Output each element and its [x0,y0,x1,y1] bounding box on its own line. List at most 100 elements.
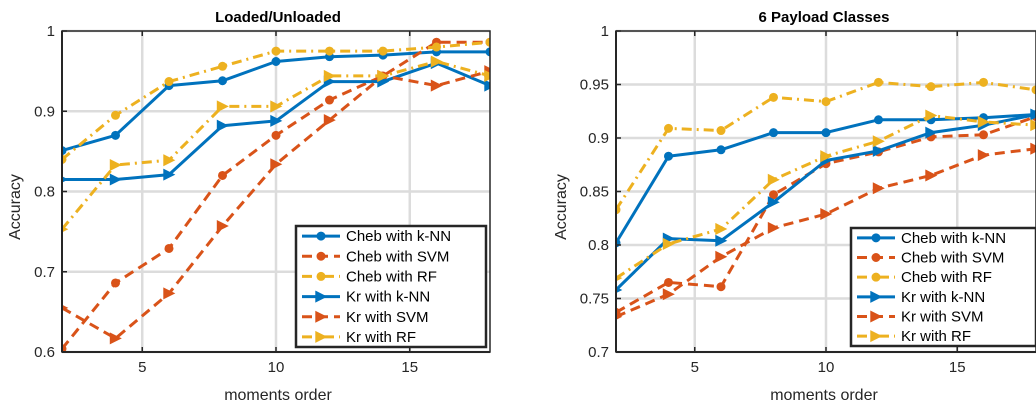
data-point-cheb-with-rf [874,77,883,87]
chart-panel-loaded-unloaded: Loaded/Unloaded moments order Accuracy 5… [7,9,491,404]
data-point-cheb-with-rf [821,97,831,107]
data-point-cheb-with-rf [271,46,281,56]
legend-label: Cheb with RF [901,269,992,286]
legend-marker [316,271,326,281]
data-point-cheb-with-k-nn [485,47,490,57]
legend-marker [871,233,881,243]
data-point-kr-with-rf [820,150,833,163]
y-tick-label: 0.9 [34,103,55,120]
data-point-cheb-with-k-nn [874,115,883,125]
legend-label: Kr with SVM [346,309,429,326]
data-point-kr-with-rf [872,135,885,148]
series-group [616,77,1036,320]
data-point-cheb-with-rf [769,92,778,102]
y-tick-label: 1 [601,23,609,40]
data-point-cheb-with-svm [325,95,334,105]
data-point-kr-with-rf [925,109,938,122]
series-line-kr-with-svm [62,69,490,340]
data-point-cheb-with-svm [716,282,726,292]
data-point-cheb-with-rf [432,42,441,52]
legend-marker [315,290,328,303]
data-point-kr-with-k-nn [216,119,229,132]
data-point-kr-with-svm [872,182,885,195]
data-point-kr-with-rf [109,159,122,172]
data-point-kr-with-svm [270,158,283,171]
data-point-cheb-with-rf [325,46,334,56]
data-point-cheb-with-rf [664,123,673,133]
data-point-kr-with-rf [715,222,728,235]
y-tick-label: 0.75 [580,291,609,308]
legend-label: Kr with RF [901,328,971,345]
data-point-kr-with-svm [925,169,938,182]
data-point-kr-with-rf [1030,119,1036,132]
data-point-kr-with-svm [767,221,780,234]
data-point-kr-with-k-nn [616,286,623,294]
data-point-kr-with-svm [977,149,990,162]
data-point-kr-with-rf [323,69,336,82]
chart-title: Loaded/Unloaded [215,9,341,26]
legend-marker [870,290,883,303]
y-tick-label: 0.7 [34,264,55,281]
data-point-kr-with-svm [323,114,336,127]
data-point-cheb-with-rf [218,61,227,71]
legend-marker [870,330,883,343]
data-point-kr-with-rf [62,226,69,233]
data-point-kr-with-rf [377,69,390,82]
legend-marker [871,253,881,262]
data-point-cheb-with-svm [769,190,778,200]
y-tick-label: 0.85 [580,184,609,201]
data-point-kr-with-rf [977,115,990,128]
data-point-kr-with-svm [616,313,623,320]
legend: Cheb with k-NN Cheb with SVM Cheb with RF K… [849,226,1036,348]
x-tick-label: 10 [268,359,285,376]
data-point-kr-with-k-nn [1030,108,1036,121]
data-point-kr-with-svm [662,288,675,301]
legend: Cheb with k-NN Cheb with SVM Cheb with RF K… [294,224,488,349]
data-point-kr-with-svm [109,332,122,345]
data-point-cheb-with-rf [926,82,936,92]
x-axis-label: moments order [224,387,332,404]
data-point-cheb-with-svm [979,130,988,140]
data-point-kr-with-svm [715,250,728,263]
data-point-kr-with-k-nn [109,173,122,186]
series-line-kr-with-svm [616,147,1036,319]
x-tick-label: 10 [818,359,835,376]
legend-label: Kr with k-NN [346,289,430,306]
data-point-kr-with-svm [163,287,176,300]
legend-label: Kr with RF [346,329,416,346]
data-point-kr-with-rf [430,55,443,68]
data-point-cheb-with-k-nn [664,151,673,161]
plot-area: 5 10 15 0.6 0.7 0.8 0.9 1 [34,23,491,376]
data-point-cheb-with-k-nn [271,56,281,66]
y-tick-label: 0.6 [34,344,55,361]
legend-marker [871,272,881,282]
data-point-kr-with-k-nn [715,234,728,247]
data-point-cheb-with-rf [979,77,988,87]
data-point-kr-with-rf [484,69,490,82]
legend-marker [316,251,326,261]
data-point-cheb-with-svm [111,278,120,288]
legend-box [849,226,1036,348]
data-point-kr-with-svm [820,207,833,220]
data-point-kr-with-k-nn [62,176,69,183]
data-point-cheb-with-svm [664,277,673,287]
data-point-kr-with-svm [430,79,443,92]
legend-label: Cheb with SVM [901,250,1004,267]
y-tick-label: 0.8 [588,237,609,254]
data-point-cheb-with-k-nn [716,145,726,155]
data-point-cheb-with-rf [164,77,174,87]
y-tick-label: 1 [47,23,55,40]
legend-marker [316,231,326,241]
data-point-kr-with-rf [216,100,229,113]
data-point-kr-with-k-nn [484,79,490,92]
data-point-kr-with-svm [216,219,229,233]
data-point-kr-with-k-nn [270,114,283,127]
data-point-kr-with-k-nn [767,196,780,209]
data-point-kr-with-rf [616,275,623,282]
data-point-kr-with-rf [270,100,283,113]
data-point-cheb-with-rf [485,37,490,47]
data-point-cheb-with-rf [111,110,120,120]
legend-label: Kr with SVM [901,309,984,326]
data-point-cheb-with-k-nn [769,128,778,138]
